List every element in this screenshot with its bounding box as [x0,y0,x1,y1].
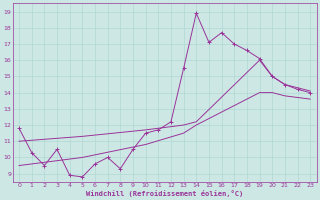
X-axis label: Windchill (Refroidissement éolien,°C): Windchill (Refroidissement éolien,°C) [86,190,243,197]
